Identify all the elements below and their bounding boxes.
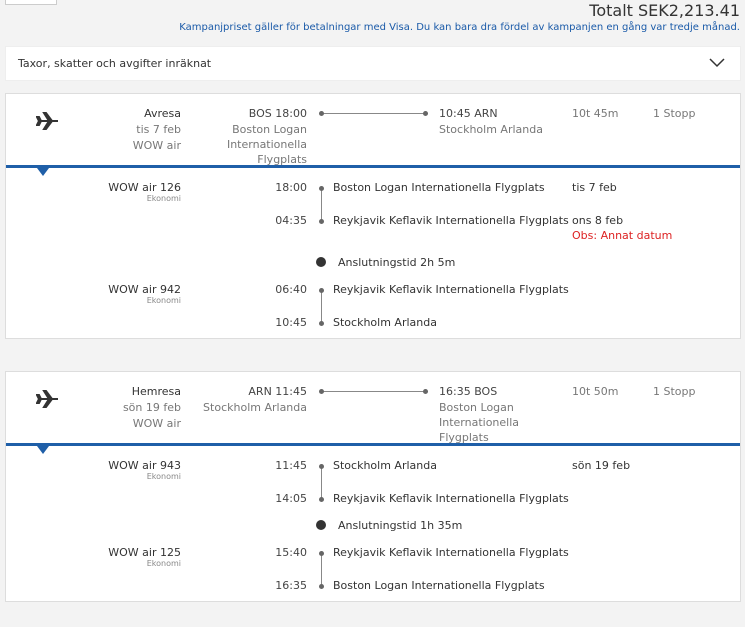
trip-card: Avresa tis 7 feb WOW air BOS 18:00 Boston Lo… bbox=[5, 93, 741, 339]
trip-airline: WOW air bbox=[132, 417, 181, 430]
leg-dot bbox=[319, 584, 324, 589]
dep-date: tis 7 feb bbox=[572, 181, 617, 194]
dep-airport: Reykjavik Keflavik Internationella Flygp… bbox=[333, 546, 569, 559]
arr-airport: Boston Logan Internationella Flygplats bbox=[333, 579, 545, 592]
leg-dot bbox=[319, 288, 324, 293]
total-price: Totalt SEK2,213.41 bbox=[589, 1, 740, 20]
leg-line bbox=[321, 466, 322, 499]
notice: Kampanjpriset gäller för betalningar med… bbox=[179, 22, 740, 33]
stops: 1 Stopp bbox=[653, 385, 696, 398]
stops: 1 Stopp bbox=[653, 107, 696, 120]
arr-airport: Reykjavik Keflavik Internationella Flygp… bbox=[333, 214, 569, 227]
leg-line bbox=[321, 290, 322, 323]
dep-date: sön 19 feb bbox=[572, 459, 631, 472]
connection-time: Anslutningstid 2h 5m bbox=[338, 256, 456, 269]
flight-number: WOW air 943 bbox=[108, 459, 181, 472]
clock-icon bbox=[316, 520, 326, 530]
trip-label: Avresa bbox=[144, 107, 181, 120]
timeline-dot bbox=[423, 389, 428, 394]
arr-airport: Stockholm Arlanda bbox=[439, 123, 543, 136]
leg-dot bbox=[319, 219, 324, 224]
dep-time: 06:40 bbox=[275, 283, 307, 296]
timeline-dot bbox=[319, 389, 324, 394]
date-warning: Obs: Annat datum bbox=[572, 229, 673, 242]
cabin-class: Ekonomi bbox=[146, 472, 181, 481]
pointer bbox=[37, 168, 49, 176]
arr-airport: Stockholm Arlanda bbox=[333, 316, 437, 329]
dep-airport: Stockholm Arlanda bbox=[333, 459, 437, 472]
taxes-box[interactable]: Taxor, skatter och avgifter inräknat bbox=[5, 46, 741, 81]
timeline-dot bbox=[319, 111, 324, 116]
clock-icon bbox=[316, 257, 326, 267]
trip-date: tis 7 feb bbox=[136, 123, 181, 136]
timeline bbox=[322, 391, 428, 392]
leg-dot bbox=[319, 186, 324, 191]
leg-dot bbox=[319, 497, 324, 502]
duration: 10t 45m bbox=[572, 107, 619, 120]
dep-airport: Boston Logan Internationella Flygplats bbox=[226, 123, 307, 166]
dep-airport: Reykjavik Keflavik Internationella Flygp… bbox=[333, 283, 569, 296]
button[interactable] bbox=[5, 0, 57, 5]
trip-label: Hemresa bbox=[131, 385, 181, 398]
trip-card: Hemresa sön 19 feb WOW air ARN 11:45 Stockho… bbox=[5, 371, 741, 602]
arr-airport: Boston Logan Internationella Flygplats bbox=[439, 401, 520, 444]
leg-dot bbox=[319, 321, 324, 326]
timeline-dot bbox=[423, 111, 428, 116]
arr-summary: 16:35 BOS bbox=[439, 385, 498, 398]
arr-time: 16:35 bbox=[275, 579, 307, 592]
plane-icon bbox=[36, 112, 58, 130]
chevron bbox=[709, 58, 725, 68]
leg-dot bbox=[319, 464, 324, 469]
dep-airport: Stockholm Arlanda bbox=[203, 401, 307, 414]
leg-line bbox=[321, 188, 322, 221]
dep-airport: Boston Logan Internationella Flygplats bbox=[333, 181, 545, 194]
duration: 10t 50m bbox=[572, 385, 619, 398]
arr-time: 10:45 bbox=[275, 316, 307, 329]
arr-summary: 10:45 ARN bbox=[439, 107, 498, 120]
arr-date: ons 8 feb bbox=[572, 214, 624, 227]
trip-date: sön 19 feb bbox=[122, 401, 181, 414]
divider bbox=[6, 443, 740, 446]
arr-time: 04:35 bbox=[275, 214, 307, 227]
dep-summary: ARN 11:45 bbox=[248, 385, 307, 398]
flight-number: WOW air 125 bbox=[108, 546, 181, 559]
plane-icon bbox=[36, 390, 58, 408]
cabin-class: Ekonomi bbox=[146, 194, 181, 203]
cabin-class: Ekonomi bbox=[146, 296, 181, 305]
flight-number: WOW air 942 bbox=[108, 283, 181, 296]
arr-time: 14:05 bbox=[275, 492, 307, 505]
timeline bbox=[322, 113, 428, 114]
dep-time: 15:40 bbox=[275, 546, 307, 559]
cabin-class: Ekonomi bbox=[146, 559, 181, 568]
arr-airport: Reykjavik Keflavik Internationella Flygp… bbox=[333, 492, 569, 505]
taxes-text: Taxor, skatter och avgifter inräknat bbox=[18, 57, 212, 70]
dep-summary: BOS 18:00 bbox=[248, 107, 307, 120]
divider bbox=[6, 165, 740, 168]
flight-number: WOW air 126 bbox=[108, 181, 181, 194]
dep-time: 18:00 bbox=[275, 181, 307, 194]
leg-line bbox=[321, 553, 322, 586]
trip-airline: WOW air bbox=[132, 139, 181, 152]
pointer bbox=[37, 446, 49, 454]
dep-time: 11:45 bbox=[275, 459, 307, 472]
connection-time: Anslutningstid 1h 35m bbox=[338, 519, 463, 532]
leg-dot bbox=[319, 551, 324, 556]
